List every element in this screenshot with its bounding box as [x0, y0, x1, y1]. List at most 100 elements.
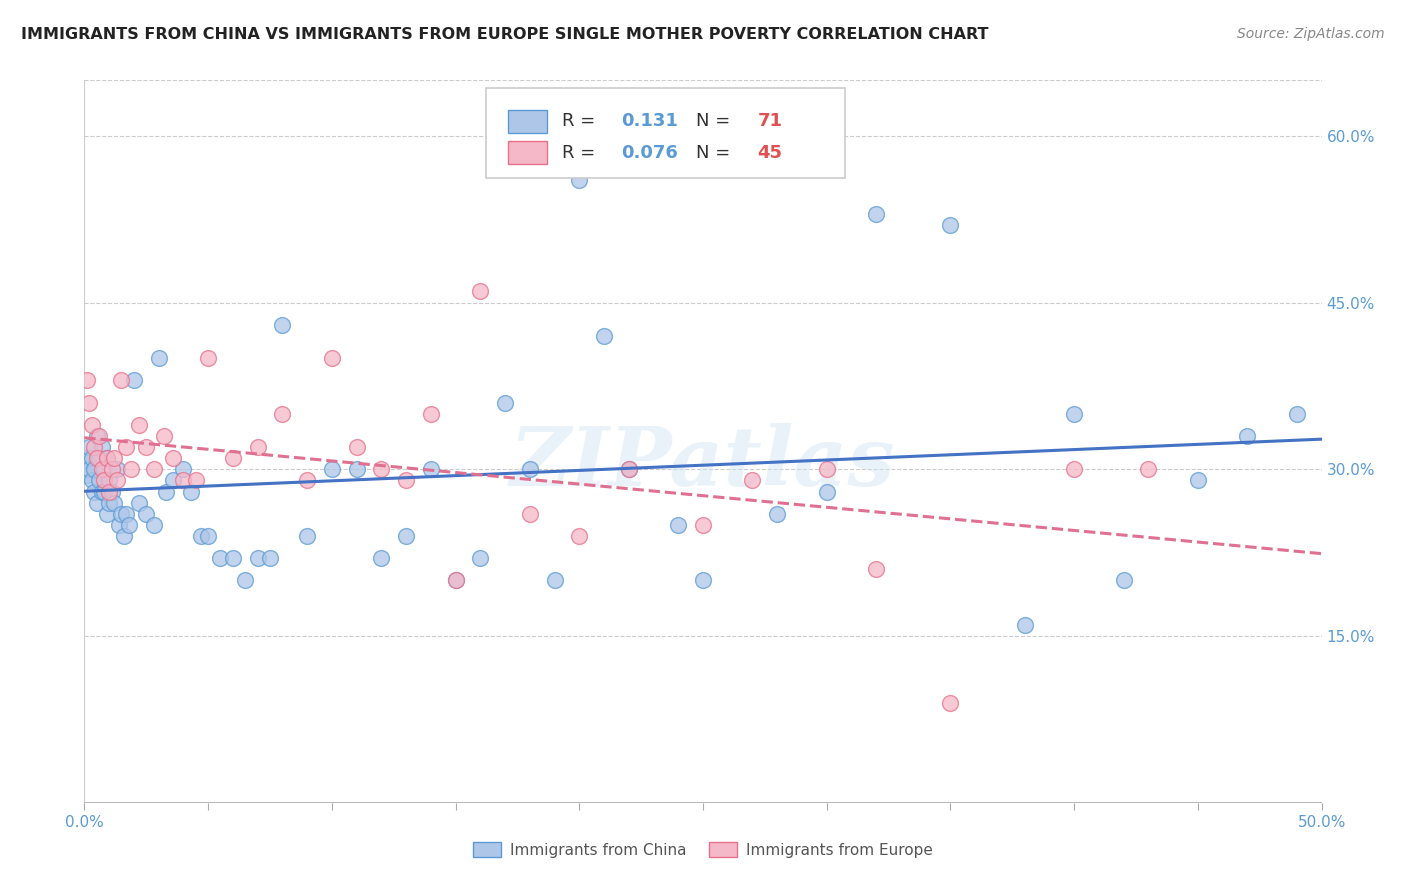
Point: [76, 373, 98, 387]
Point: [83, 462, 105, 476]
Point: [105, 474, 128, 488]
Point: [93, 462, 115, 476]
Point: [470, 551, 492, 566]
Point: [142, 462, 165, 476]
Point: [96, 507, 118, 521]
Text: R =: R =: [562, 112, 595, 130]
Point: [666, 517, 689, 532]
Point: [184, 474, 207, 488]
Point: [321, 351, 343, 366]
Point: [494, 395, 516, 409]
Point: [692, 517, 714, 532]
Point: [135, 440, 157, 454]
Point: [86, 429, 108, 443]
Point: [80, 451, 103, 466]
Point: [115, 507, 138, 521]
Point: [815, 462, 838, 476]
Point: [108, 517, 131, 532]
Point: [103, 451, 125, 466]
Point: [100, 484, 122, 499]
Point: [346, 440, 368, 454]
Point: [172, 474, 194, 488]
Point: [568, 529, 591, 543]
Point: [1137, 462, 1160, 476]
Point: [222, 551, 245, 566]
Point: [233, 574, 256, 588]
Text: 0.076: 0.076: [621, 144, 678, 161]
Point: [197, 529, 219, 543]
Point: [135, 507, 157, 521]
Point: [172, 462, 194, 476]
Point: [122, 373, 145, 387]
Point: [86, 496, 108, 510]
Point: [76, 451, 98, 466]
Point: [246, 551, 269, 566]
Point: [90, 440, 112, 454]
Text: Source: ZipAtlas.com: Source: ZipAtlas.com: [1237, 27, 1385, 41]
Point: [142, 517, 165, 532]
Point: [395, 474, 418, 488]
Text: ZIPatlas: ZIPatlas: [510, 423, 896, 503]
Point: [148, 351, 170, 366]
Point: [162, 451, 184, 466]
Point: [86, 451, 108, 466]
Point: [96, 451, 118, 466]
Point: [865, 562, 887, 576]
Point: [89, 429, 111, 443]
Point: [1187, 474, 1209, 488]
Point: [617, 462, 640, 476]
Point: [259, 551, 281, 566]
Point: [295, 529, 318, 543]
Point: [1014, 618, 1036, 632]
Point: [96, 451, 118, 466]
Point: [1063, 407, 1085, 421]
Point: [1236, 429, 1258, 443]
Point: [295, 474, 318, 488]
Legend: Immigrants from China, Immigrants from Europe: Immigrants from China, Immigrants from E…: [467, 836, 939, 863]
Point: [444, 574, 467, 588]
Point: [115, 440, 138, 454]
Point: [79, 462, 101, 476]
Point: [83, 484, 105, 499]
Point: [80, 474, 103, 488]
Point: [222, 451, 245, 466]
Point: [370, 551, 392, 566]
Point: [543, 574, 565, 588]
Point: [568, 173, 591, 187]
Point: [118, 517, 141, 532]
Point: [89, 474, 111, 488]
Point: [519, 462, 541, 476]
Point: [470, 285, 492, 299]
Text: N =: N =: [696, 112, 730, 130]
Point: [593, 329, 616, 343]
Point: [1112, 574, 1135, 588]
Point: [98, 474, 121, 488]
Text: N =: N =: [696, 144, 730, 161]
Point: [865, 207, 887, 221]
Point: [110, 373, 132, 387]
Point: [93, 474, 115, 488]
Point: [246, 440, 269, 454]
Point: [1063, 462, 1085, 476]
FancyBboxPatch shape: [486, 87, 845, 178]
Point: [128, 496, 150, 510]
Point: [110, 507, 132, 521]
Point: [90, 462, 112, 476]
Point: [766, 507, 789, 521]
Point: [76, 467, 98, 482]
Point: [112, 529, 135, 543]
Point: [128, 417, 150, 432]
Point: [939, 696, 962, 710]
Point: [444, 574, 467, 588]
Point: [79, 395, 101, 409]
Point: [80, 417, 103, 432]
Point: [370, 462, 392, 476]
Point: [939, 218, 962, 232]
Point: [419, 462, 441, 476]
Text: 71: 71: [758, 112, 783, 130]
Point: [1285, 407, 1308, 421]
Point: [271, 407, 294, 421]
Point: [98, 496, 121, 510]
Point: [815, 484, 838, 499]
Point: [89, 451, 111, 466]
